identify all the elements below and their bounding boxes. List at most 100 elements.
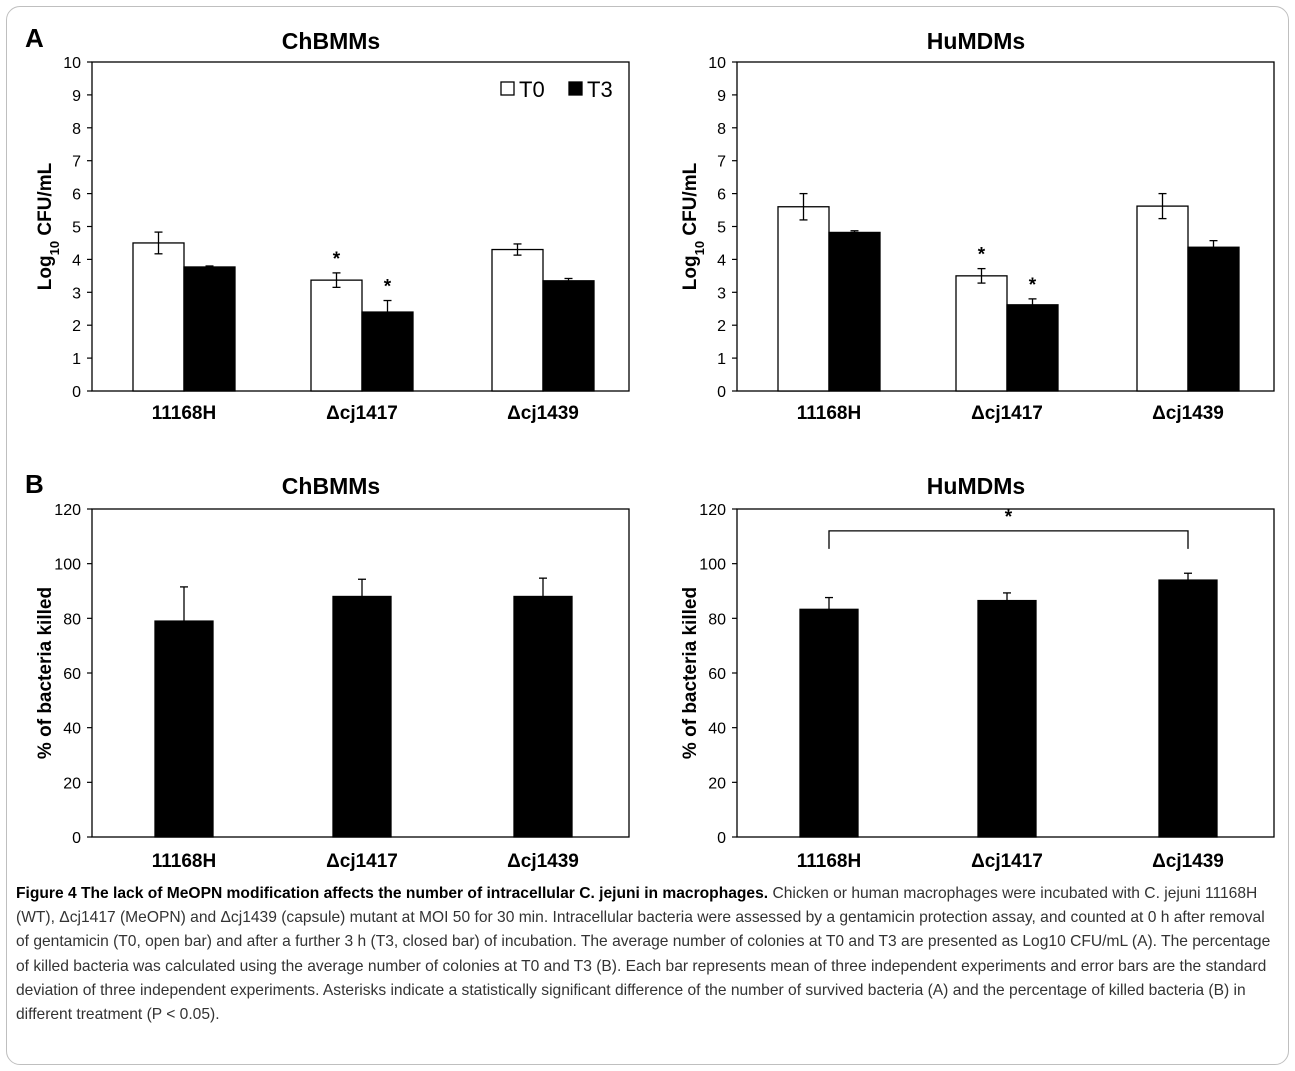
significance-star: * (1029, 275, 1037, 296)
bracket-line (828, 530, 1189, 549)
bar (132, 242, 185, 392)
y-tick-label: 5 (72, 220, 81, 237)
error-bar (205, 265, 214, 267)
y-tick-label: 3 (717, 285, 726, 302)
x-category-label: Δcj1439 (507, 851, 579, 872)
error-bar (1209, 239, 1218, 248)
significance-star: * (384, 277, 392, 298)
error-bar (1028, 298, 1037, 305)
y-tick-label: 6 (717, 187, 726, 204)
bar (491, 248, 544, 392)
y-axis-label: % of bacteria killed (680, 587, 701, 759)
bar (828, 231, 881, 392)
y-tick-label: 4 (72, 252, 81, 269)
y-tick-label: 120 (699, 502, 726, 519)
figure-caption: Figure 4 The lack of MeOPN modification … (16, 882, 1281, 1027)
error-bar (1158, 192, 1167, 220)
x-category-label: 11168H (152, 851, 216, 872)
error-bar (850, 230, 859, 233)
y-tick-label: 0 (72, 384, 81, 401)
bar (1187, 246, 1240, 392)
y-tick-label: 80 (708, 611, 726, 628)
y-tick-label: 120 (54, 502, 81, 519)
x-category-label: 11168H (797, 403, 861, 424)
panel-letter-b: B (25, 469, 44, 499)
y-tick-label: 60 (63, 666, 81, 683)
error-bar (1184, 572, 1192, 581)
x-category-label: Δcj1439 (1152, 403, 1224, 424)
y-tick-label: 10 (63, 55, 81, 72)
x-category-label: Δcj1439 (1152, 851, 1224, 872)
bar (183, 266, 236, 392)
y-tick-label: 5 (717, 220, 726, 237)
y-tick-label: 8 (72, 121, 81, 138)
significance-bracket: * (828, 507, 1189, 549)
error-bar (539, 577, 547, 597)
figure-frame: A B ChBMMs 0 1 2 3 4 5 6 7 8 9 10 Log10 CFU/mL 11168H… (6, 6, 1289, 1065)
error-bar (180, 586, 188, 622)
error-bar (154, 231, 163, 255)
panel-letter-a: A (25, 23, 44, 53)
y-tick-label: 60 (708, 666, 726, 683)
x-category-label: Δcj1417 (326, 851, 398, 872)
chart-title: HuMDMs (927, 473, 1025, 499)
y-tick-label: 2 (717, 318, 726, 335)
bar (977, 599, 1037, 838)
chart-a-humdms: HuMDMs 0 1 2 3 4 5 6 7 8 9 10 Log10 CFU/mL 11168H Δcj1… (680, 28, 1275, 424)
y-tick-label: 100 (54, 557, 81, 574)
x-category-label: Δcj1417 (971, 851, 1043, 872)
y-tick-label: 9 (717, 88, 726, 105)
y-tick-label: 0 (717, 384, 726, 401)
legend-label: T0 (519, 77, 545, 102)
error-bar (825, 596, 833, 610)
y-tick-label: 2 (72, 318, 81, 335)
x-category-label: Δcj1417 (326, 403, 398, 424)
significance-star: * (333, 249, 341, 270)
legend-swatch (568, 81, 583, 96)
x-category-label: 11168H (797, 851, 861, 872)
error-bar (977, 267, 986, 284)
y-tick-label: 7 (717, 154, 726, 171)
legend-label: T3 (587, 77, 613, 102)
error-bar (358, 578, 366, 597)
error-bar (513, 243, 522, 256)
bar (799, 608, 859, 838)
y-axis-label: Log10 CFU/mL (680, 162, 707, 290)
caption-title: Figure 4 The lack of MeOPN modification … (16, 885, 769, 902)
x-category-label: Δcj1417 (971, 403, 1043, 424)
error-bar (1003, 592, 1011, 601)
y-tick-label: 40 (708, 721, 726, 738)
error-bar (383, 299, 392, 313)
y-tick-label: 1 (72, 351, 81, 368)
y-tick-label: 80 (63, 611, 81, 628)
bar (1136, 205, 1189, 392)
y-tick-label: 20 (63, 775, 81, 792)
error-bar (332, 272, 341, 289)
bracket-star: * (1005, 507, 1013, 528)
bar (542, 280, 595, 392)
chart-a-chbmms: ChBMMs 0 1 2 3 4 5 6 7 8 9 10 Log10 CFU/mL 11168H Δcj1… (35, 28, 630, 424)
error-bar (564, 277, 573, 281)
bar (955, 275, 1008, 392)
chart-b-humdms: HuMDMs 0 20 40 60 80 100 120 % of bacteria kille… (680, 473, 1275, 872)
y-tick-label: 8 (717, 121, 726, 138)
x-category-label: 11168H (152, 403, 216, 424)
y-tick-label: 0 (72, 830, 81, 847)
legend-item: T0 (500, 77, 545, 102)
bar (361, 311, 414, 392)
y-tick-label: 100 (699, 557, 726, 574)
y-tick-label: 1 (717, 351, 726, 368)
y-tick-label: 9 (72, 88, 81, 105)
legend-swatch (500, 81, 515, 96)
y-axis-label: Log10 CFU/mL (35, 162, 62, 290)
bar (1158, 579, 1218, 838)
bar (777, 206, 830, 392)
y-axis-label: % of bacteria killed (35, 587, 56, 759)
chart-title: ChBMMs (282, 28, 380, 54)
chart-title: ChBMMs (282, 473, 380, 499)
y-tick-label: 6 (72, 187, 81, 204)
x-category-label: Δcj1439 (507, 403, 579, 424)
y-tick-label: 3 (72, 285, 81, 302)
y-tick-label: 4 (717, 252, 726, 269)
